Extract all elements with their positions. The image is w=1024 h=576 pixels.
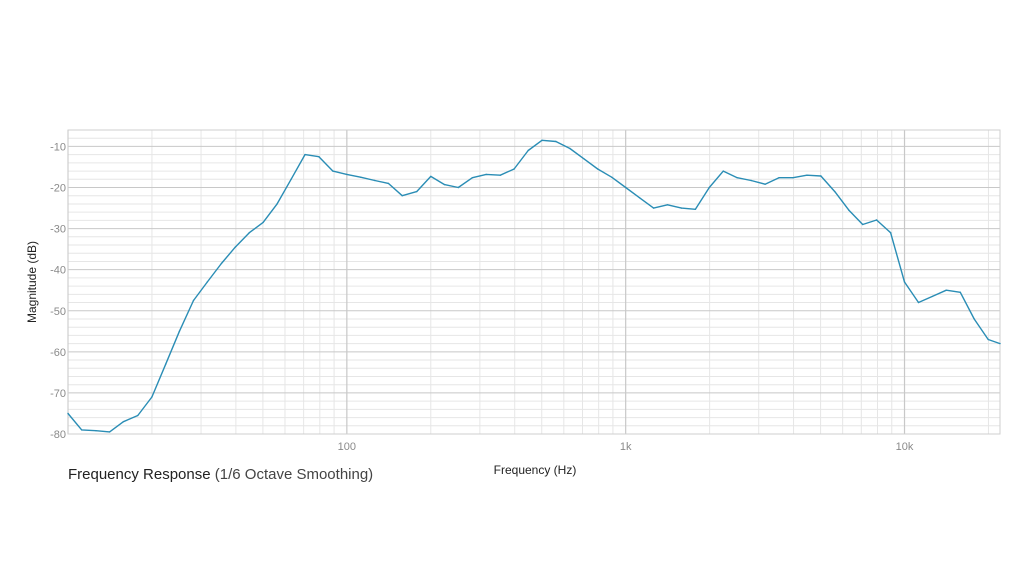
data-point [694,208,697,210]
data-point [318,156,320,158]
y-tick-label: -80 [50,429,66,441]
data-point [262,221,264,224]
data-point [541,139,543,141]
data-point [848,209,850,211]
data-point [457,186,459,189]
data-point [611,176,613,178]
y-axis-ticks: -10 -20 -30 -40 -50 -60 -70 -80 [50,141,66,441]
y-tick-label: -30 [50,224,66,236]
data-point [471,177,474,179]
data-point [290,178,292,180]
data-point [973,318,975,320]
data-point [583,158,585,160]
data-point [513,168,515,170]
data-point [374,179,376,182]
data-point [151,396,153,398]
data-point [192,299,195,302]
data-point [778,177,780,179]
data-point [862,223,864,226]
data-point [722,170,724,172]
data-point [387,182,390,185]
data-point [401,195,403,197]
y-tick-label: -20 [50,183,66,195]
data-point [220,262,223,265]
data-point [569,147,571,150]
data-point [137,414,139,417]
data-point [666,204,669,206]
data-point [499,174,501,176]
plot-frame [67,129,1001,435]
y-tick-label: -60 [50,347,66,359]
data-point [764,183,766,185]
data-point [945,289,947,291]
y-tick-label: -70 [50,388,66,400]
series-line [67,139,1001,433]
x-tick-label: 10k [896,441,914,453]
chart-caption: Frequency Response (1/6 Octave Smoothing… [68,466,373,483]
data-point [736,177,738,179]
data-point [165,363,167,365]
data-point [931,295,934,298]
data-point [959,291,961,293]
data-point [889,232,892,234]
series-group [67,139,1001,433]
data-point [359,176,362,178]
data-point [485,173,487,176]
data-point [638,197,641,199]
data-point [987,338,989,341]
data-point [95,430,97,432]
data-point [875,219,878,221]
data-point [903,281,906,283]
data-point [555,140,557,143]
data-point [304,153,306,156]
data-point [234,246,236,248]
data-point [625,186,627,189]
data-point [67,412,69,415]
data-point [122,421,125,423]
x-axis-ticks: 100 1k 10k [338,441,914,453]
data-point [332,170,334,172]
data-point [750,179,752,182]
x-tick-label: 100 [338,441,356,453]
data-point [430,175,432,178]
data-point [917,301,920,304]
data-point [206,281,208,283]
data-point [792,177,794,179]
data-point [527,149,529,152]
y-tick-label: -50 [50,306,66,318]
y-axis-title: Magnitude (dB) [25,241,39,323]
data-point [443,183,446,186]
data-point [652,207,655,209]
x-tick-label: 1k [620,441,632,453]
data-point [680,207,683,209]
data-point [178,330,181,332]
x-axis-title: Frequency (Hz) [494,463,577,477]
data-point [276,203,278,205]
data-point [248,232,250,234]
data-point [708,186,710,189]
data-point [346,173,348,176]
data-point [81,429,83,431]
data-point [999,342,1001,345]
minor-grid [68,129,1000,434]
data-point [820,175,822,177]
data-point [108,431,111,433]
caption-title: Frequency Response [68,466,211,483]
caption-subtitle: (1/6 Octave Smoothing) [214,466,374,483]
y-tick-label: -10 [50,141,66,153]
data-point [834,190,836,193]
data-point [806,174,808,176]
y-tick-label: -40 [50,265,66,277]
data-point [597,168,599,170]
data-point [416,190,418,193]
